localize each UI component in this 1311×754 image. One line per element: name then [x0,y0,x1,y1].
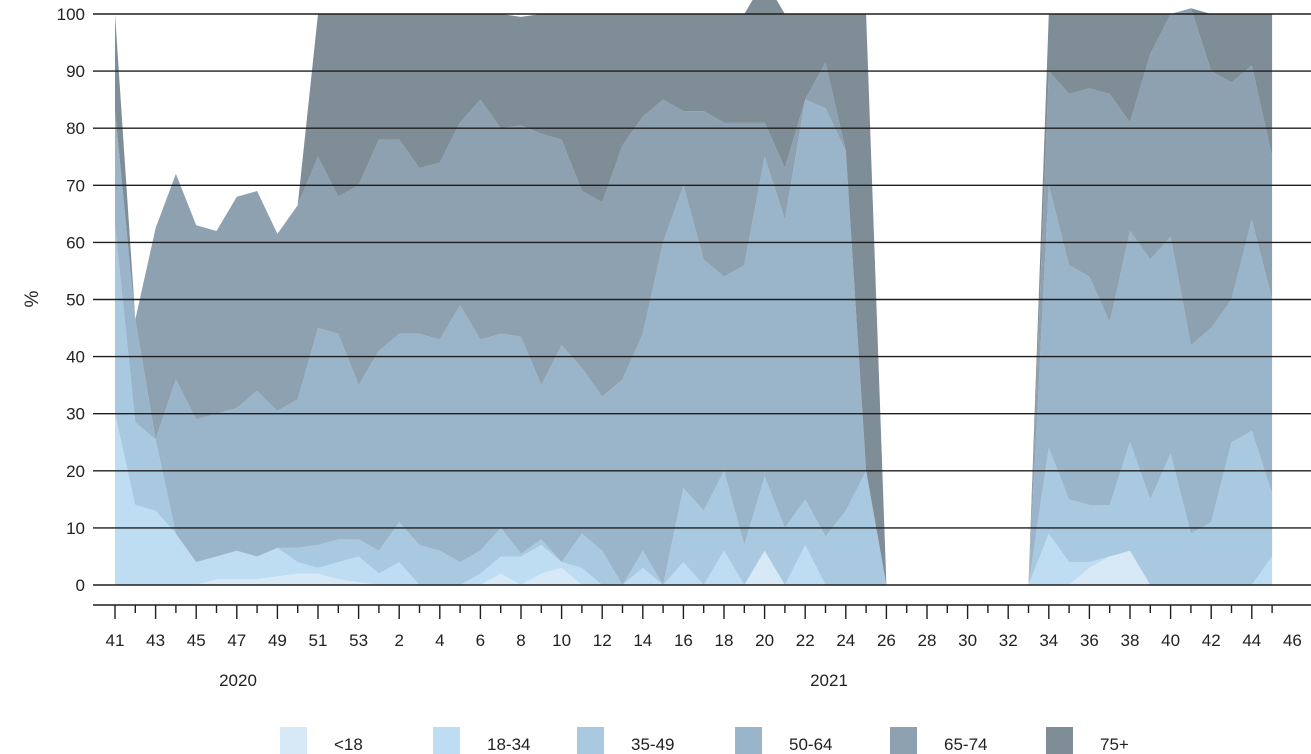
year-labels: 2020 2021 [219,671,848,690]
area-series-5 [115,0,1273,585]
x-tick-label: 32 [999,631,1018,650]
legend-label: 65-74 [944,735,987,754]
area-series-4 [115,8,1273,586]
legend-swatch [280,727,307,754]
x-tick-label: 34 [1039,631,1058,650]
y-tick-label: 50 [66,291,85,310]
year-label: 2021 [810,671,848,690]
x-tick-label: 12 [593,631,612,650]
legend-label: 50-64 [789,735,832,754]
x-tick-label: 6 [476,631,485,650]
y-axis-label: % [22,290,43,307]
x-tick-label: 16 [674,631,693,650]
x-tick-label: 46 [1283,631,1302,650]
legend-swatch [433,727,460,754]
legend-swatch [1046,727,1073,754]
area-series-2 [115,225,1273,585]
y-tick-label: 100 [57,5,85,24]
x-tick-label: 22 [796,631,815,650]
y-tick-label: 30 [66,405,85,424]
x-tick-label: 42 [1202,631,1221,650]
x-axis: 41 43 45 47 49 51 53 2 4 6 8 10 12 14 16 18 20 22 24 26 28 30… [93,604,1311,650]
y-tick-label: 40 [66,348,85,367]
y-tick-label: 10 [66,519,85,538]
x-tick-label: 53 [349,631,368,650]
y-tick-label: 20 [66,462,85,481]
x-tick-label: 41 [106,631,125,650]
legend: <18 18-34 35-49 50-64 65-74 75+ [280,727,1129,754]
y-axis: 0 10 20 30 40 50 60 70 80 90 100 [57,5,85,595]
x-tick-label: 14 [633,631,652,650]
y-tick-label: 80 [66,119,85,138]
x-tick-label: 24 [836,631,855,650]
x-tick-label: 36 [1080,631,1099,650]
y-tick-label: 0 [76,576,85,595]
area-series-1 [115,413,1273,585]
legend-label: 35-49 [631,735,674,754]
x-tick-label: 4 [435,631,444,650]
x-tick-label: 47 [227,631,246,650]
area-series-3 [115,99,1273,586]
x-tick-label: 44 [1242,631,1261,650]
legend-swatch [735,727,762,754]
y-tick-label: 60 [66,233,85,252]
x-tick-label: 38 [1121,631,1140,650]
legend-swatch [577,727,604,754]
area-layers [115,0,1273,586]
x-tick-label: 49 [268,631,287,650]
y-tick-label: 70 [66,176,85,195]
y-tick-label: 90 [66,62,85,81]
x-tick-label: 28 [918,631,937,650]
x-tick-label: 26 [877,631,896,650]
x-tick-label: 20 [755,631,774,650]
x-tick-label: 18 [715,631,734,650]
area-series-0 [115,550,1273,585]
legend-label: 18-34 [487,735,530,754]
legend-label: <18 [334,735,363,754]
legend-label: 75+ [1100,735,1129,754]
x-tick-label: 2 [394,631,403,650]
x-tick-label: 10 [552,631,571,650]
x-tick-label: 45 [187,631,206,650]
x-tick-label: 8 [516,631,525,650]
gridlines [93,13,1311,586]
year-label: 2020 [219,671,257,690]
x-tick-label: 40 [1161,631,1180,650]
legend-swatch [890,727,917,754]
x-tick-label: 43 [146,631,165,650]
x-tick-label: 51 [309,631,328,650]
x-tick-label: 30 [958,631,977,650]
